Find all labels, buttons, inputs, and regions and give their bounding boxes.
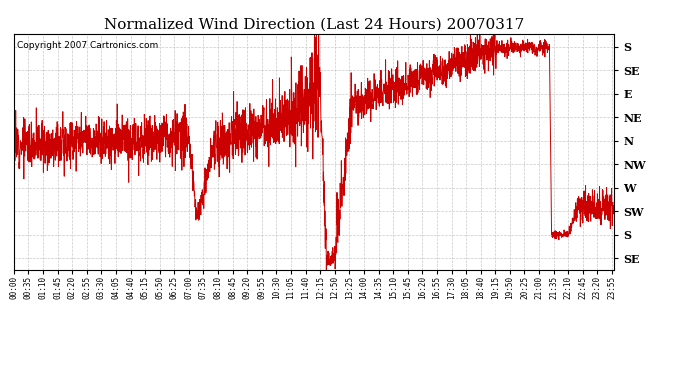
Title: Normalized Wind Direction (Last 24 Hours) 20070317: Normalized Wind Direction (Last 24 Hours… xyxy=(104,17,524,31)
Text: Copyright 2007 Cartronics.com: Copyright 2007 Cartronics.com xyxy=(17,41,158,50)
